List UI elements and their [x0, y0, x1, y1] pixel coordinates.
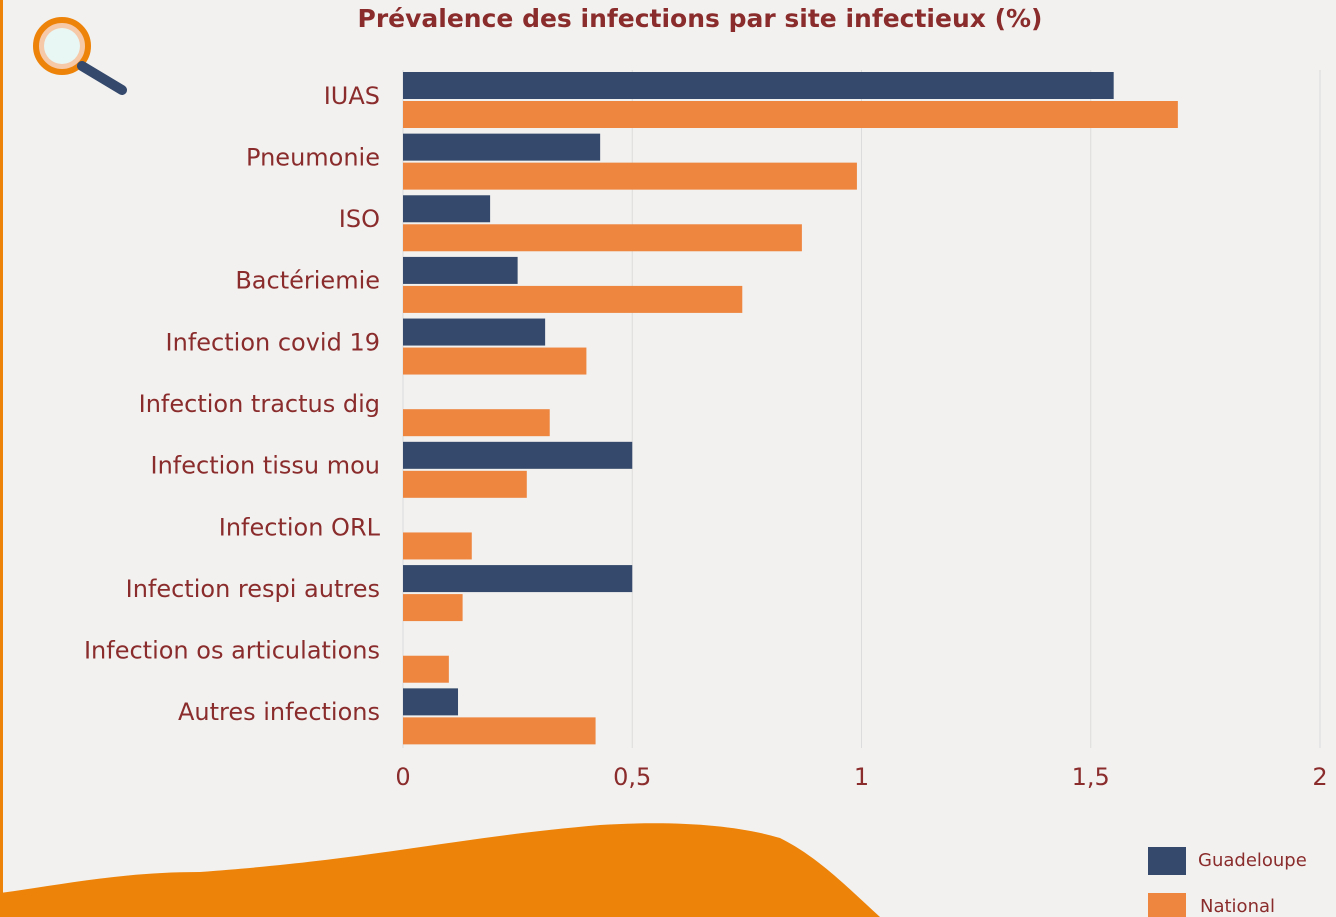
decor-shape: [0, 823, 880, 917]
bar: [403, 409, 550, 436]
y-tick-label: Infection respi autres: [126, 575, 380, 603]
bar: [403, 594, 463, 621]
y-tick-label: Infection tissu mou: [151, 452, 381, 480]
bar: [403, 656, 449, 683]
y-tick-label: Infection ORL: [219, 513, 381, 541]
x-tick-label: 1,5: [1072, 763, 1110, 791]
y-tick-label: ISO: [339, 205, 380, 233]
bar: [403, 688, 458, 715]
legend-swatch: [1148, 847, 1186, 875]
bar: [403, 163, 857, 190]
bar: [403, 532, 472, 559]
y-tick-label: Bactériemie: [235, 267, 380, 295]
y-tick-label: Infection tractus dig: [139, 390, 380, 418]
legend-label: National: [1200, 896, 1275, 917]
bar: [403, 224, 802, 251]
x-tick-label: 0,5: [613, 763, 651, 791]
x-tick-label: 2: [1312, 763, 1327, 791]
legend-label: Guadeloupe: [1198, 850, 1307, 871]
y-tick-label: Pneumonie: [246, 143, 380, 171]
bar: [403, 286, 742, 313]
chart-title: Prévalence des infections par site infec…: [358, 4, 1043, 33]
border: [0, 0, 3, 917]
bar: [403, 717, 596, 744]
bar: [403, 101, 1178, 128]
bar: [403, 442, 632, 469]
bar: [403, 134, 600, 161]
y-tick-label: Infection covid 19: [166, 328, 380, 356]
x-tick-label: 0: [395, 763, 410, 791]
x-tick-label: 1: [854, 763, 869, 791]
y-tick-label: Autres infections: [178, 698, 380, 726]
search-icon: [36, 20, 122, 90]
bar: [403, 195, 490, 222]
bar: [403, 471, 527, 498]
chart: Prévalence des infections par site infec…: [0, 0, 1336, 917]
bar: [403, 257, 518, 284]
bar: [403, 319, 545, 346]
y-tick-label: IUAS: [324, 82, 380, 110]
bar: [403, 72, 1114, 99]
legend-swatch: [1148, 893, 1186, 917]
bar: [403, 348, 586, 375]
y-tick-label: Infection os articulations: [84, 637, 380, 665]
bar: [403, 565, 632, 592]
